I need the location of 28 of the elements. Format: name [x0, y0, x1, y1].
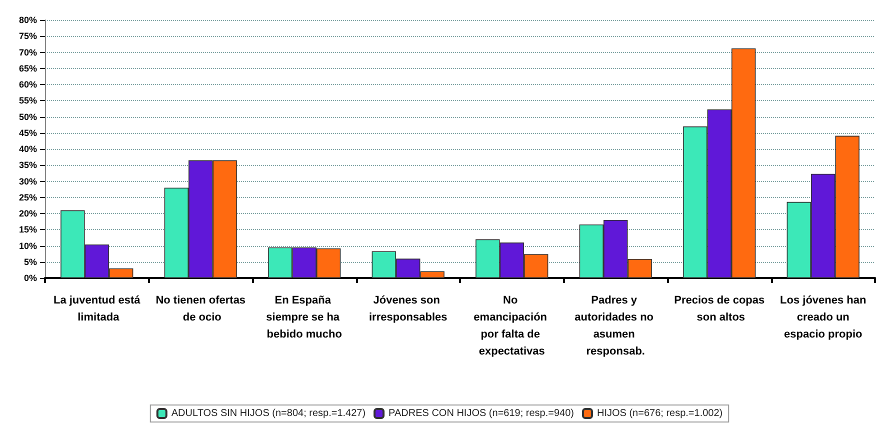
y-tick-label: 5% [24, 256, 37, 267]
x-tick-label: Precios de copas son altos [674, 294, 765, 324]
y-tick-label: 60% [18, 80, 37, 90]
y-tick-label: 75% [18, 31, 37, 42]
x-tick-label: No tienen ofertas de ocio [156, 294, 246, 324]
y-tick-label: 55% [18, 96, 37, 106]
x-tick-label: En España siempre se ha bebido mucho [266, 294, 343, 340]
x-tick-label: Jóvenes son irresponsables [368, 294, 448, 324]
y-tick-label: 15% [18, 224, 37, 235]
x-tick-label: Los jóvenes han creado un espacio propio [780, 294, 866, 340]
legend-label: HIJOS (n=676; resp.=1.002) [596, 408, 723, 419]
y-tick-label: 10% [18, 240, 37, 251]
y-tick-label: 45% [18, 128, 37, 138]
y-tick-label: 35% [18, 160, 37, 170]
y-tick-label: 20% [18, 208, 37, 218]
legend-label: ADULTOS SIN HIJOS (n=804; resp.=1.427) [171, 408, 366, 419]
y-tick-label: 25% [18, 192, 37, 202]
x-tick-label: Padres y autoridades no asumen responsab. [574, 294, 657, 358]
y-tick-label: 0% [24, 273, 37, 283]
y-tick-label: 40% [18, 144, 37, 154]
x-tick-label: No emancipación por falta de expectativas [474, 294, 550, 358]
legend-label: PADRES CON HIJOS (n=619; resp.=940) [388, 408, 574, 419]
y-tick-label: 30% [18, 176, 37, 186]
y-tick-label: 80% [18, 15, 37, 25]
x-tick-label: La juventud está limitada [53, 294, 142, 324]
y-tick-label: 50% [18, 112, 37, 122]
y-tick-label: 70% [18, 47, 37, 58]
y-tick-label: 65% [18, 63, 37, 74]
